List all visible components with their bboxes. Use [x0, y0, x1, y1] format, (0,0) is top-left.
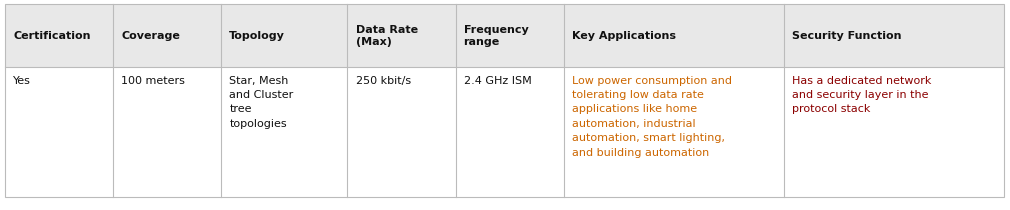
Text: 2.4 GHz ISM: 2.4 GHz ISM	[464, 76, 531, 86]
Text: Data Rate
(Max): Data Rate (Max)	[356, 25, 418, 47]
Bar	[5, 4, 1004, 67]
Text: Coverage: Coverage	[121, 31, 180, 41]
Text: Star, Mesh
and Cluster
tree
topologies: Star, Mesh and Cluster tree topologies	[229, 76, 294, 129]
Text: Security Function: Security Function	[792, 31, 901, 41]
Text: Topology: Topology	[229, 31, 285, 41]
Text: 100 meters: 100 meters	[121, 76, 185, 86]
Text: Low power consumption and
tolerating low data rate
applications like home
automa: Low power consumption and tolerating low…	[572, 76, 731, 158]
Text: 250 kbit/s: 250 kbit/s	[356, 76, 411, 86]
Bar	[5, 67, 1004, 197]
Text: Certification: Certification	[13, 31, 91, 41]
Text: Frequency
range: Frequency range	[464, 25, 528, 47]
Text: Yes: Yes	[13, 76, 31, 86]
Text: Has a dedicated network
and security layer in the
protocol stack: Has a dedicated network and security lay…	[792, 76, 931, 114]
Text: Key Applications: Key Applications	[572, 31, 676, 41]
